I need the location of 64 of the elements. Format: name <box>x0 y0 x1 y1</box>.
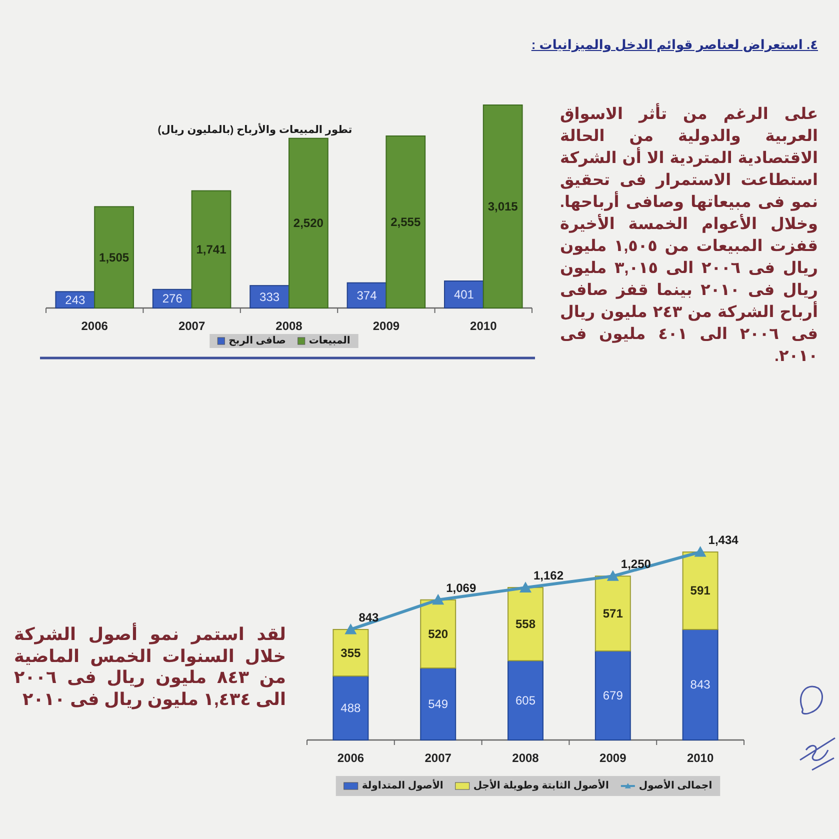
bar <box>332 628 369 677</box>
data-label: 333 <box>260 290 280 304</box>
x-tick-label: 2010 <box>470 319 498 333</box>
point <box>344 623 357 634</box>
data-label: 679 <box>602 688 624 702</box>
legend-label: صافى الربح <box>228 336 286 346</box>
bar <box>420 599 456 669</box>
bar <box>288 138 328 308</box>
bar <box>332 676 369 740</box>
data-label: 571 <box>602 606 624 621</box>
data-label: 520 <box>428 626 448 641</box>
data-label: 401 <box>454 288 474 302</box>
x-tick-label: 2009 <box>600 751 627 765</box>
x-tick-label: 2009 <box>372 319 400 333</box>
data-label: 591 <box>690 584 711 598</box>
data-label: 1,741 <box>196 242 227 256</box>
data-label: 243 <box>65 292 86 307</box>
x-tick-label: 2010 <box>686 751 714 765</box>
point <box>520 582 532 592</box>
text: لقد استمر نمو أصول الشركة خلال السنوات الخمس الماضية من ٨٤٣ مليون ريال فى ٢٠٠٦ الى ١,٤٣٤ مليون ريال فى ٢٠١٠ <box>14 624 286 710</box>
legend-label: الأصول المتداولة <box>362 778 444 792</box>
legend-label: المبيعات <box>308 336 350 346</box>
text: ٤. استعراض لعناصر قوائم الدخل والميزانيات : <box>530 36 818 53</box>
x-tick-label: 2007 <box>178 319 206 333</box>
data-label: 488 <box>340 701 362 716</box>
x-tick-label: 2006 <box>81 319 108 333</box>
data-label: 3,015 <box>488 200 518 214</box>
bar <box>594 576 631 652</box>
bar <box>508 660 544 740</box>
bar <box>682 552 718 630</box>
bar <box>508 587 544 662</box>
data-label: 374 <box>356 288 378 302</box>
legend-label: اجمالى الأصول <box>638 778 712 792</box>
bar <box>482 104 523 308</box>
point <box>432 594 444 605</box>
bar <box>386 135 426 308</box>
data-label: 558 <box>515 617 536 632</box>
text: تطور المبيعات والأرباح (بالمليون ريال) <box>158 123 352 136</box>
data-label: 843 <box>690 678 711 692</box>
data-label: 549 <box>428 697 448 712</box>
data-label: 1,505 <box>99 250 130 264</box>
bar <box>682 628 718 740</box>
data-label: 2,555 <box>390 214 421 229</box>
point <box>606 570 619 581</box>
x-tick-label: 2008 <box>512 751 540 765</box>
bar <box>444 280 484 308</box>
data-label: 1,069 <box>446 580 476 595</box>
data-label: 355 <box>340 646 362 660</box>
bar <box>594 650 631 740</box>
data-label: 1,434 <box>708 533 739 547</box>
data-label: 605 <box>515 693 536 708</box>
point <box>694 546 706 557</box>
x-tick-label: 2006 <box>337 751 364 765</box>
x-tick-label: 2007 <box>424 751 452 765</box>
bar <box>191 190 232 308</box>
x-tick-label: 2008 <box>276 319 303 333</box>
data-label: 1,250 <box>620 557 652 572</box>
bar <box>94 206 134 308</box>
bar <box>420 668 456 740</box>
legend-label: الأصول الثابتة وطويلة الأجل <box>473 778 609 792</box>
data-label: 276 <box>162 292 183 306</box>
data-label: 1,162 <box>534 568 564 583</box>
data-label: 843 <box>358 610 380 624</box>
data-label: 2,520 <box>293 216 324 230</box>
